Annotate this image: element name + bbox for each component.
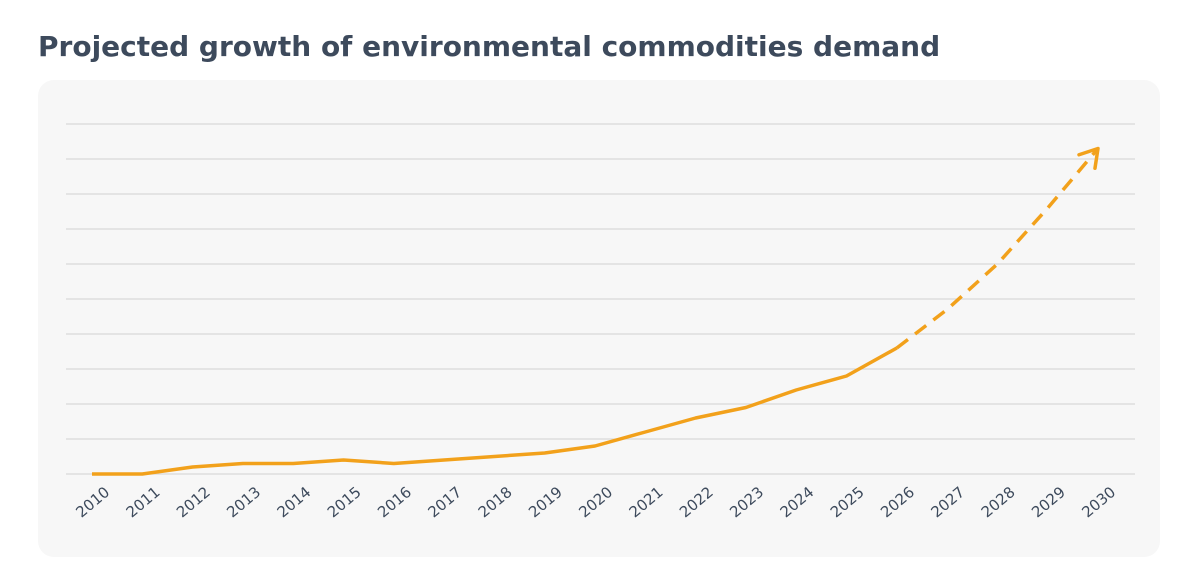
data-line	[895, 147, 1100, 350]
data-line	[92, 346, 898, 476]
arrow-head	[1077, 146, 1100, 171]
plot-panel	[38, 80, 1160, 557]
chart-title: Projected growth of environmental commod…	[38, 30, 940, 63]
